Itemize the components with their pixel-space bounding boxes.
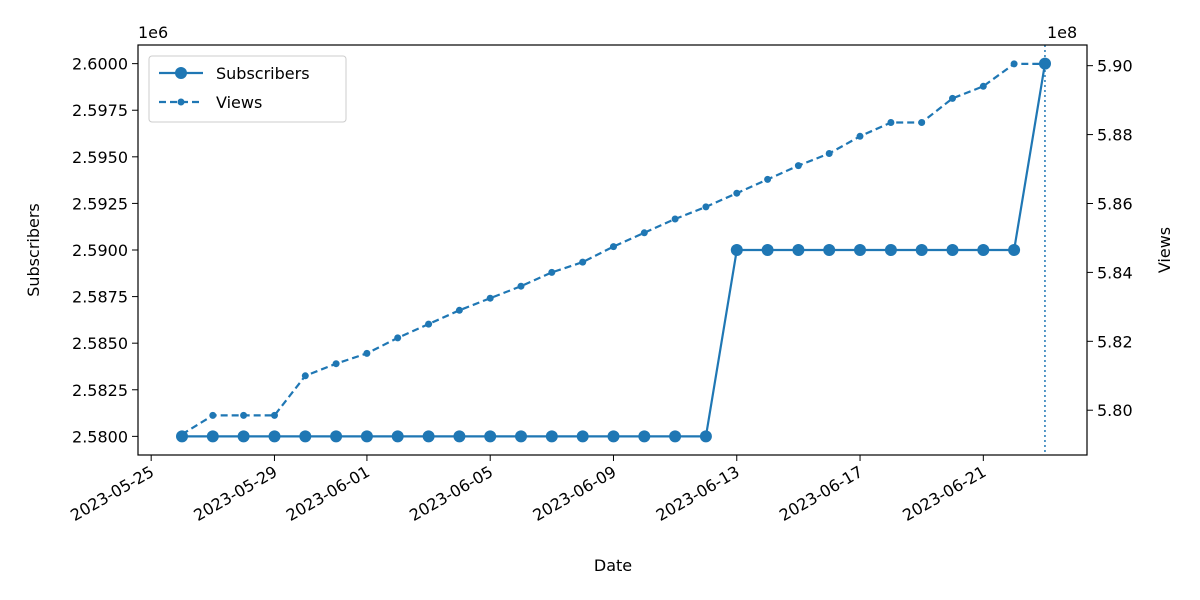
- data-point-subscribers: [576, 430, 589, 443]
- data-point-subscribers: [299, 430, 312, 443]
- y-tick-label: 2.5800: [72, 427, 128, 446]
- data-point-views: [394, 334, 402, 342]
- data-point-views: [332, 360, 340, 368]
- data-point-subscribers: [545, 430, 558, 443]
- data-point-views: [949, 94, 956, 102]
- data-point-views: [702, 203, 710, 211]
- x-tick-label: 2023-06-09: [529, 462, 619, 525]
- y-tick-label: 2.5850: [72, 334, 128, 353]
- data-point-subscribers: [946, 244, 959, 256]
- data-point-subscribers: [360, 430, 373, 443]
- data-point-subscribers: [268, 430, 281, 443]
- data-point-subscribers: [515, 430, 527, 443]
- y2-tick-label: 5.90: [1097, 57, 1133, 76]
- x-tick-label: 2023-06-21: [899, 462, 989, 525]
- data-point-subscribers: [1008, 244, 1021, 256]
- y-axis-label: Subscribers: [24, 203, 43, 297]
- data-point-subscribers: [330, 430, 343, 443]
- plot-layer: [176, 45, 1051, 455]
- data-point-subscribers: [391, 430, 404, 443]
- data-point-subscribers: [206, 430, 219, 443]
- legend-views-marker: [177, 98, 185, 106]
- data-point-views: [764, 175, 772, 183]
- legend-subscribers-marker: [175, 67, 187, 79]
- data-point-subscribers: [730, 244, 743, 256]
- y2-tick-label: 5.80: [1097, 401, 1133, 420]
- x-axis-label: Date: [594, 556, 632, 575]
- data-point-views: [301, 372, 309, 380]
- data-point-views: [455, 306, 463, 314]
- y-axis-multiplier: 1e6: [138, 23, 168, 42]
- x-tick-label: 2023-06-05: [406, 462, 496, 525]
- data-point-views: [887, 119, 895, 126]
- y2-axis-label: Views: [1155, 227, 1174, 273]
- legend-views-label: Views: [216, 93, 262, 112]
- y2-tick-label: 5.84: [1097, 263, 1133, 282]
- y-tick-label: 2.5925: [72, 194, 128, 213]
- y-tick-label: 2.5875: [72, 288, 128, 307]
- data-point-subscribers: [638, 430, 651, 443]
- x-tick-label: 2023-06-13: [653, 462, 743, 525]
- legend: Subscribers Views: [148, 55, 347, 123]
- data-point-views: [548, 268, 556, 276]
- data-point-views: [579, 258, 587, 266]
- y2-tick-label: 5.86: [1097, 194, 1133, 213]
- data-point-views: [671, 215, 679, 223]
- data-point-views: [1010, 60, 1018, 68]
- data-point-subscribers: [607, 430, 620, 443]
- y-tick-label: 2.5825: [72, 381, 128, 400]
- x-tick-label: 2023-05-29: [190, 462, 280, 525]
- data-point-views: [517, 282, 525, 290]
- data-point-views: [271, 411, 278, 419]
- data-point-subscribers: [484, 430, 497, 443]
- y-tick-label: 2.5950: [72, 148, 128, 167]
- data-point-views: [794, 162, 802, 170]
- x-tick-label: 2023-06-01: [283, 462, 373, 525]
- data-point-views: [1041, 60, 1049, 68]
- data-point-subscribers: [915, 244, 928, 256]
- data-point-subscribers: [977, 244, 990, 256]
- y-tick-label: 2.5975: [72, 101, 128, 120]
- data-point-views: [610, 243, 617, 251]
- data-point-subscribers: [823, 244, 836, 256]
- data-point-views: [640, 229, 648, 237]
- y2-axis-multiplier: 1e8: [1047, 23, 1077, 42]
- data-point-subscribers: [669, 430, 682, 443]
- data-point-views: [363, 349, 371, 357]
- y2-tick-label: 5.88: [1097, 126, 1133, 145]
- y-tick-label: 2.6000: [72, 55, 128, 74]
- data-point-subscribers: [761, 244, 774, 256]
- data-point-views: [209, 411, 217, 419]
- data-point-views: [856, 132, 864, 140]
- x-tick-label: 2023-06-17: [776, 462, 866, 525]
- data-point-views: [918, 119, 926, 126]
- x-tick-label: 2023-05-25: [67, 462, 157, 525]
- data-point-views: [825, 150, 833, 157]
- data-point-views: [979, 82, 987, 90]
- data-point-views: [486, 294, 494, 302]
- data-point-subscribers: [422, 430, 435, 443]
- legend-subscribers-label: Subscribers: [216, 64, 310, 83]
- y2-tick-label: 5.82: [1097, 332, 1133, 351]
- data-point-views: [425, 320, 433, 328]
- data-point-subscribers: [699, 430, 712, 443]
- data-point-subscribers: [792, 244, 805, 256]
- data-point-views: [240, 411, 248, 419]
- data-point-subscribers: [854, 244, 866, 256]
- series-line-views: [181, 62, 1045, 436]
- data-point-subscribers: [453, 430, 466, 443]
- data-point-views: [733, 189, 741, 197]
- data-point-views: [178, 430, 186, 438]
- data-point-subscribers: [237, 430, 250, 443]
- y-tick-label: 2.5900: [72, 241, 128, 260]
- data-point-subscribers: [884, 244, 897, 256]
